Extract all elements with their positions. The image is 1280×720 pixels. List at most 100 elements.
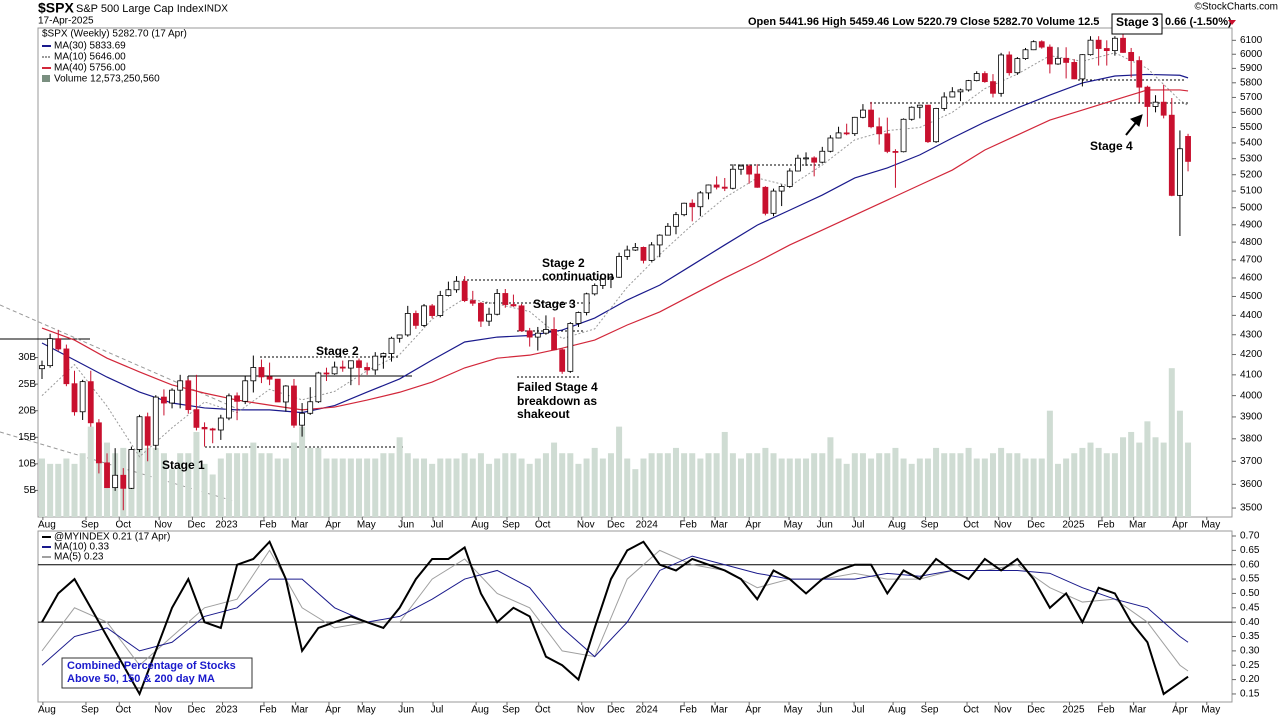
annotation: Stage 3: [533, 297, 576, 311]
annotation: Stage 4: [1090, 139, 1133, 153]
volume-bar: [152, 447, 159, 517]
volume-bar: [1095, 447, 1102, 517]
x-tick-label: Jun: [817, 520, 833, 531]
x-tick-label: Apr: [1172, 705, 1188, 716]
candle-body: [843, 132, 850, 135]
volume-bar: [185, 453, 192, 517]
volume-bar: [989, 453, 996, 517]
volume-bar: [1006, 453, 1013, 517]
y-tick-label: 4400: [1240, 310, 1263, 321]
x-tick-label: Jun: [398, 705, 414, 716]
candle-body: [559, 349, 566, 372]
volume-bar: [1087, 442, 1094, 517]
x-tick-label: Aug: [888, 705, 906, 716]
volume-bar: [526, 463, 533, 517]
candle-body: [429, 305, 436, 316]
y-tick-label: 3900: [1240, 412, 1263, 423]
y-tick-label: 0.70: [1240, 531, 1260, 542]
volume-bar: [851, 453, 858, 517]
volume-bar: [916, 458, 923, 517]
candle-body: [323, 372, 330, 375]
volume-bar: [998, 447, 1005, 517]
candle-body: [933, 108, 939, 143]
candle-body: [534, 332, 541, 338]
x-tick-label: May: [1201, 705, 1220, 716]
x-tick-label: Dec: [607, 705, 625, 716]
x-tick-label: Oct: [535, 520, 551, 531]
candle-body: [1071, 62, 1078, 80]
y-tick-label: 0.55: [1240, 574, 1260, 585]
volume-bar: [941, 453, 948, 517]
x-tick-label: Oct: [115, 705, 131, 716]
y-tick-label: 0.15: [1240, 689, 1260, 700]
volume-bar: [884, 453, 891, 517]
y-tick-label: 5900: [1240, 63, 1263, 74]
annotation: Stage 2: [542, 256, 585, 270]
volume-bar: [1111, 453, 1118, 517]
candle-body: [177, 380, 184, 391]
legend-label: MA(10) 5646.00: [54, 52, 126, 63]
annotation: breakdown as: [517, 394, 597, 408]
volume-bar: [242, 453, 249, 517]
volume-bar: [664, 453, 671, 517]
volume-bar: [534, 458, 541, 517]
candle-body: [161, 396, 167, 404]
volume-bar: [713, 453, 720, 517]
x-tick-label: Oct: [115, 520, 131, 531]
x-tick-label: Sep: [81, 520, 99, 531]
y-tick-label: 5400: [1240, 138, 1263, 149]
volume-tick-label: 20B: [18, 405, 36, 416]
y-tick-label: 6100: [1240, 35, 1263, 46]
candle-body: [851, 116, 858, 135]
candle-body: [201, 426, 208, 430]
annotation: Stage 3: [1116, 15, 1159, 29]
index-name: S&P 500 Large Cap Index: [76, 3, 204, 15]
volume-bar: [1014, 453, 1021, 517]
volume-bar: [762, 447, 769, 517]
x-tick-label: May: [357, 520, 376, 531]
candle-body: [990, 81, 996, 94]
volume-bar: [250, 442, 257, 517]
x-tick-label: Feb: [680, 705, 698, 716]
annotation: Failed Stage 4: [517, 380, 598, 394]
volume-bar: [697, 458, 704, 517]
volume-bar: [1120, 437, 1127, 517]
volume-bar: [217, 458, 224, 517]
x-tick-label: 2024: [636, 520, 659, 531]
candle-body: [1120, 37, 1126, 53]
x-tick-label: Nov: [577, 705, 595, 716]
x-tick-label: Jun: [398, 520, 414, 531]
volume-bar: [746, 453, 753, 517]
candle-body: [291, 385, 297, 426]
candle-body: [697, 192, 704, 208]
y-tick-label: 5800: [1240, 77, 1263, 88]
candle-body: [1185, 136, 1191, 162]
volume-bar: [1185, 442, 1192, 517]
x-tick-label: Mar: [291, 520, 309, 531]
symbol: $SPX: [38, 0, 74, 16]
y-tick-label: 5200: [1240, 169, 1263, 180]
candle-body: [144, 416, 151, 446]
y-tick-label: 4700: [1240, 254, 1263, 265]
volume-bar: [518, 458, 525, 517]
candle-body: [648, 244, 655, 261]
volume-bar: [55, 463, 62, 517]
x-tick-label: Nov: [994, 705, 1012, 716]
volume-bar: [315, 447, 322, 517]
volume-bar: [786, 458, 793, 517]
volume-bar: [705, 453, 712, 517]
candle-body: [705, 184, 712, 194]
candle-body: [1055, 57, 1061, 65]
volume-bar: [1079, 447, 1086, 517]
y-tick-label: 5300: [1240, 153, 1263, 164]
candle-body: [421, 305, 427, 326]
candle-body: [339, 366, 346, 369]
volume-bar: [1160, 442, 1167, 517]
candle-body: [721, 186, 728, 189]
volume-bar: [868, 458, 875, 517]
x-tick-label: Nov: [154, 705, 172, 716]
volume-bar: [632, 469, 639, 517]
x-tick-label: Mar: [1129, 705, 1147, 716]
